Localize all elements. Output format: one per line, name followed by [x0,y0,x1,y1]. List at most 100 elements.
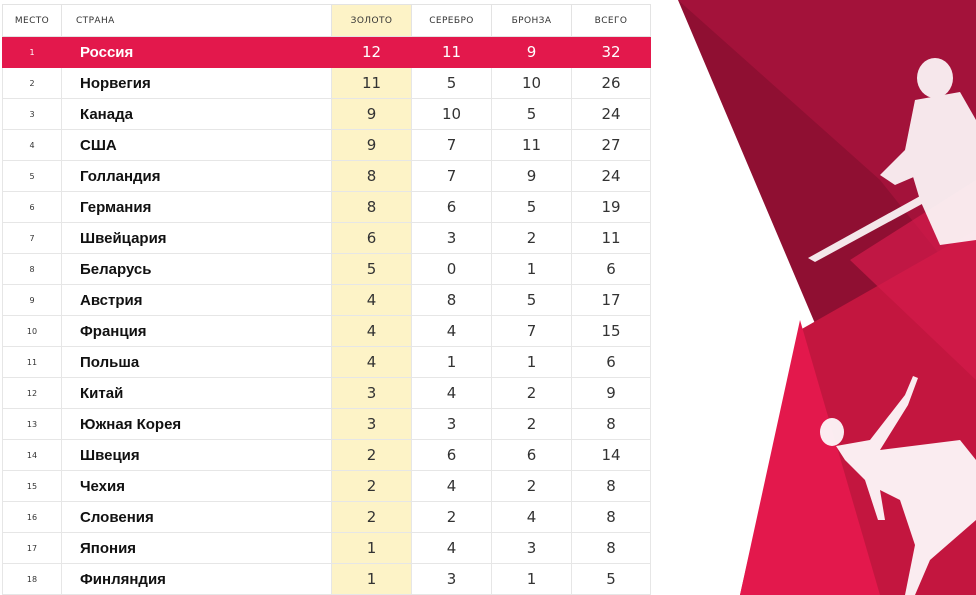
cell-gold: 9 [331,129,412,161]
medal-table: МЕСТО СТРАНА ЗОЛОТО СЕРЕБРО БРОНЗА ВСЕГО… [2,4,651,595]
header-rank[interactable]: МЕСТО [2,4,62,37]
cell-country: Канада [61,98,332,130]
cell-bronze: 3 [491,532,572,564]
cell-silver: 2 [411,501,492,533]
cell-gold: 3 [331,377,412,409]
cell-gold: 4 [331,346,412,378]
cell-silver: 11 [411,36,492,68]
table-row[interactable]: 4 США 9 7 11 27 [2,129,651,161]
cell-gold: 2 [331,470,412,502]
cell-country: Финляндия [61,563,332,595]
cell-gold: 1 [331,532,412,564]
table-row[interactable]: 16 Словения 2 2 4 8 [2,501,651,533]
cell-bronze: 9 [491,36,572,68]
cell-bronze: 2 [491,470,572,502]
cell-bronze: 2 [491,222,572,254]
cell-country: Норвегия [61,67,332,99]
table-row[interactable]: 6 Германия 8 6 5 19 [2,191,651,223]
cell-country: Франция [61,315,332,347]
table-row[interactable]: 17 Япония 1 4 3 8 [2,532,651,564]
cell-gold: 9 [331,98,412,130]
cell-rank: 12 [2,377,62,409]
cell-silver: 7 [411,129,492,161]
table-row[interactable]: 3 Канада 9 10 5 24 [2,98,651,130]
cell-bronze: 5 [491,98,572,130]
header-total[interactable]: ВСЕГО [571,4,651,37]
cell-bronze: 1 [491,346,572,378]
table-row[interactable]: 11 Польша 4 1 1 6 [2,346,651,378]
table-row[interactable]: 2 Норвегия 11 5 10 26 [2,67,651,99]
cell-rank: 18 [2,563,62,595]
cell-bronze: 7 [491,315,572,347]
cell-gold: 8 [331,191,412,223]
table-row[interactable]: 8 Беларусь 5 0 1 6 [2,253,651,285]
cell-rank: 8 [2,253,62,285]
cell-total: 24 [571,160,651,192]
cell-silver: 4 [411,315,492,347]
cell-bronze: 1 [491,253,572,285]
cell-silver: 3 [411,563,492,595]
cell-country: Швейцария [61,222,332,254]
hockey-player-icon [808,58,976,262]
cell-rank: 6 [2,191,62,223]
cell-rank: 9 [2,284,62,316]
header-silver[interactable]: СЕРЕБРО [411,4,492,37]
cell-country: Германия [61,191,332,223]
table-row[interactable]: 18 Финляндия 1 3 1 5 [2,563,651,595]
table-row[interactable]: 12 Китай 3 4 2 9 [2,377,651,409]
cell-gold: 2 [331,439,412,471]
cell-country: Австрия [61,284,332,316]
cell-rank: 5 [2,160,62,192]
cell-bronze: 5 [491,284,572,316]
cell-bronze: 2 [491,377,572,409]
cell-silver: 8 [411,284,492,316]
header-country[interactable]: СТРАНА [61,4,332,37]
cell-gold: 1 [331,563,412,595]
cell-silver: 6 [411,191,492,223]
table-row[interactable]: 5 Голландия 8 7 9 24 [2,160,651,192]
cell-rank: 1 [2,36,62,68]
cell-gold: 3 [331,408,412,440]
cell-rank: 13 [2,408,62,440]
cell-bronze: 11 [491,129,572,161]
table-row[interactable]: 14 Швеция 2 6 6 14 [2,439,651,471]
cell-rank: 3 [2,98,62,130]
header-bronze[interactable]: БРОНЗА [491,4,572,37]
cell-country: Китай [61,377,332,409]
table-row[interactable]: 15 Чехия 2 4 2 8 [2,470,651,502]
cell-total: 17 [571,284,651,316]
cell-rank: 14 [2,439,62,471]
table-row[interactable]: 13 Южная Корея 3 3 2 8 [2,408,651,440]
cell-silver: 4 [411,532,492,564]
cell-rank: 7 [2,222,62,254]
cell-rank: 17 [2,532,62,564]
background-bright-shape [740,320,880,595]
cell-rank: 2 [2,67,62,99]
header-gold[interactable]: ЗОЛОТО [331,4,412,37]
cell-country: США [61,129,332,161]
table-row[interactable]: 9 Австрия 4 8 5 17 [2,284,651,316]
table-row[interactable]: 7 Швейцария 6 3 2 11 [2,222,651,254]
cell-bronze: 9 [491,160,572,192]
cell-gold: 12 [331,36,412,68]
background-wine-shape [678,0,976,300]
cell-rank: 16 [2,501,62,533]
cell-rank: 4 [2,129,62,161]
cell-total: 11 [571,222,651,254]
cell-gold: 5 [331,253,412,285]
cell-total: 6 [571,253,651,285]
cell-silver: 7 [411,160,492,192]
cell-bronze: 2 [491,408,572,440]
table-row[interactable]: 1 Россия 12 11 9 32 [2,36,651,68]
cell-total: 27 [571,129,651,161]
cell-silver: 6 [411,439,492,471]
table-row[interactable]: 10 Франция 4 4 7 15 [2,315,651,347]
cell-bronze: 4 [491,501,572,533]
cell-country: Япония [61,532,332,564]
cell-silver: 4 [411,470,492,502]
cell-silver: 3 [411,222,492,254]
cell-country: Южная Корея [61,408,332,440]
cell-silver: 5 [411,67,492,99]
cell-country: Голландия [61,160,332,192]
cell-gold: 6 [331,222,412,254]
